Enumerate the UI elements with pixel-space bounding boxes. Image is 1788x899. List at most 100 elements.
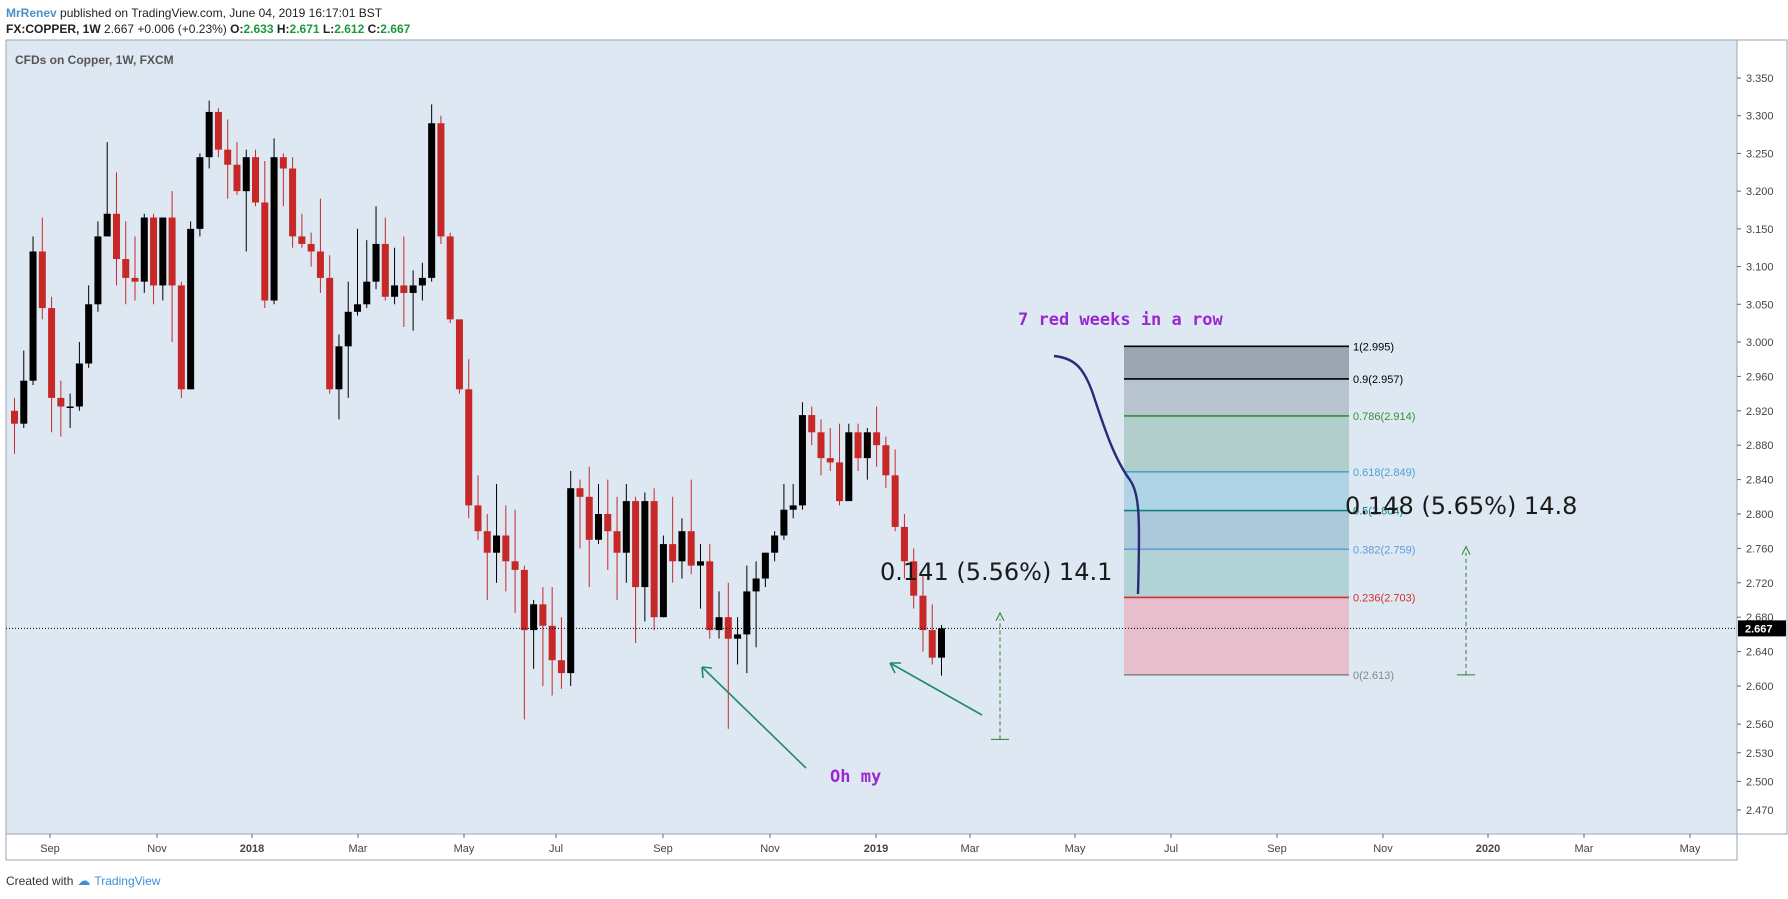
candle-body [557, 660, 565, 674]
y-tick-label: 2.560 [1746, 719, 1774, 731]
candle-body [622, 501, 630, 553]
candle-body [112, 213, 120, 260]
fib-level-label: 0.382(2.759) [1353, 544, 1415, 556]
candle-body [428, 123, 436, 278]
x-tick-label: Sep [653, 843, 673, 855]
fib-zone [1124, 549, 1349, 598]
y-tick-label: 3.300 [1746, 111, 1774, 123]
candle-body [205, 111, 213, 158]
candle-body [502, 535, 510, 562]
fib-ratio: 0.9 [1353, 374, 1368, 386]
arrow-head-2 [889, 662, 901, 674]
price-change: +0.006 (+0.23%) [137, 22, 227, 36]
fib-ratio: 0.382 [1353, 544, 1381, 556]
tradingview-link[interactable]: TradingView [94, 874, 161, 888]
candle-body [873, 432, 881, 446]
annotation-oh-my: Oh my [830, 767, 881, 787]
fib-price: (2.995) [1359, 341, 1394, 353]
candle-body [400, 285, 408, 293]
candle-body [298, 236, 306, 244]
close-value: 2.667 [380, 22, 411, 36]
candle-body [863, 432, 871, 459]
trend-curve [1053, 354, 1141, 595]
last-price-tag [1738, 620, 1786, 637]
candle-body [687, 531, 695, 566]
candle-body [604, 514, 612, 532]
candle-body [650, 501, 658, 618]
publish-text: published on TradingView.com, June 04, 2… [60, 6, 383, 20]
candle-body [900, 526, 908, 562]
y-tick-label: 2.880 [1746, 440, 1774, 452]
candle-body [103, 213, 111, 237]
last-price-label: 2.667 [1745, 623, 1773, 635]
x-tick-label: Nov [147, 843, 167, 855]
author-link[interactable]: MrRenev [6, 6, 57, 20]
y-tick-label: 2.600 [1746, 681, 1774, 693]
x-tick-label: Sep [1267, 843, 1287, 855]
candle-body [669, 544, 677, 562]
last-price: 2.667 [104, 22, 135, 36]
candle-body [854, 432, 862, 459]
candle-body [474, 505, 482, 532]
measure-label-right: 0.148 (5.65%) 14.8 [1345, 492, 1577, 520]
candle-body [29, 251, 37, 381]
y-tick-label: 2.720 [1746, 578, 1774, 590]
fib-ratio: 0.5 [1353, 506, 1368, 518]
candle-body [307, 243, 315, 252]
candle-body [613, 531, 621, 553]
y-tick-label: 2.530 [1746, 748, 1774, 760]
candle-body [140, 217, 148, 282]
fib-price: (2.613) [1359, 670, 1394, 682]
created-with-label: Created with [6, 874, 74, 888]
y-tick-label: 2.960 [1746, 371, 1774, 383]
y-tick-label: 3.050 [1746, 299, 1774, 311]
fib-ratio: 0.618 [1353, 467, 1381, 479]
candle-body [261, 202, 269, 301]
y-tick-label: 2.840 [1746, 475, 1774, 487]
candle-body [539, 604, 547, 626]
candle-body [233, 164, 241, 192]
candle-body [520, 569, 528, 631]
fib-ratio: 0.236 [1353, 592, 1381, 604]
time-axis [5, 833, 1738, 861]
candle-body [48, 308, 56, 398]
y-tick-label: 2.640 [1746, 647, 1774, 659]
candle-body [196, 157, 204, 229]
open-label: O: [230, 22, 244, 36]
candle-body [595, 514, 603, 540]
candle-body [511, 561, 519, 570]
candle-body [465, 389, 473, 506]
y-tick-label: 2.760 [1746, 543, 1774, 555]
high-value: 2.671 [289, 22, 320, 36]
x-tick-label: May [1065, 843, 1086, 855]
candle-body [548, 625, 556, 661]
x-tick-label: Mar [961, 843, 980, 855]
candle-body [567, 488, 575, 674]
candle-body [641, 501, 649, 588]
arrow-head-1 [701, 666, 713, 679]
candle-body [882, 445, 890, 476]
candle-body [632, 501, 640, 588]
x-tick-label: 2018 [240, 843, 264, 855]
candle-body [585, 496, 593, 540]
y-tick-label: 3.250 [1746, 148, 1774, 160]
fib-level-label: 1(2.995) [1353, 341, 1394, 353]
candle-body [446, 236, 454, 320]
fib-zone [1124, 378, 1349, 416]
measure-label-left: 0.141 (5.56%) 14.1 [880, 558, 1112, 586]
fib-zone [1124, 510, 1349, 550]
x-tick-label: 2020 [1476, 843, 1500, 855]
candle-body [224, 149, 232, 165]
candle-body [131, 277, 139, 282]
plot-area [5, 39, 1738, 835]
y-tick-label: 3.000 [1746, 337, 1774, 349]
y-tick-label: 2.500 [1746, 776, 1774, 788]
x-tick-label: May [454, 843, 475, 855]
y-tick-label: 2.920 [1746, 406, 1774, 418]
candle-body [344, 311, 352, 347]
candle-body [891, 475, 899, 527]
fib-price: (2.759) [1381, 544, 1416, 556]
publish-info: MrRenev published on TradingView.com, Ju… [6, 6, 382, 20]
fib-ratio: 0 [1353, 670, 1359, 682]
